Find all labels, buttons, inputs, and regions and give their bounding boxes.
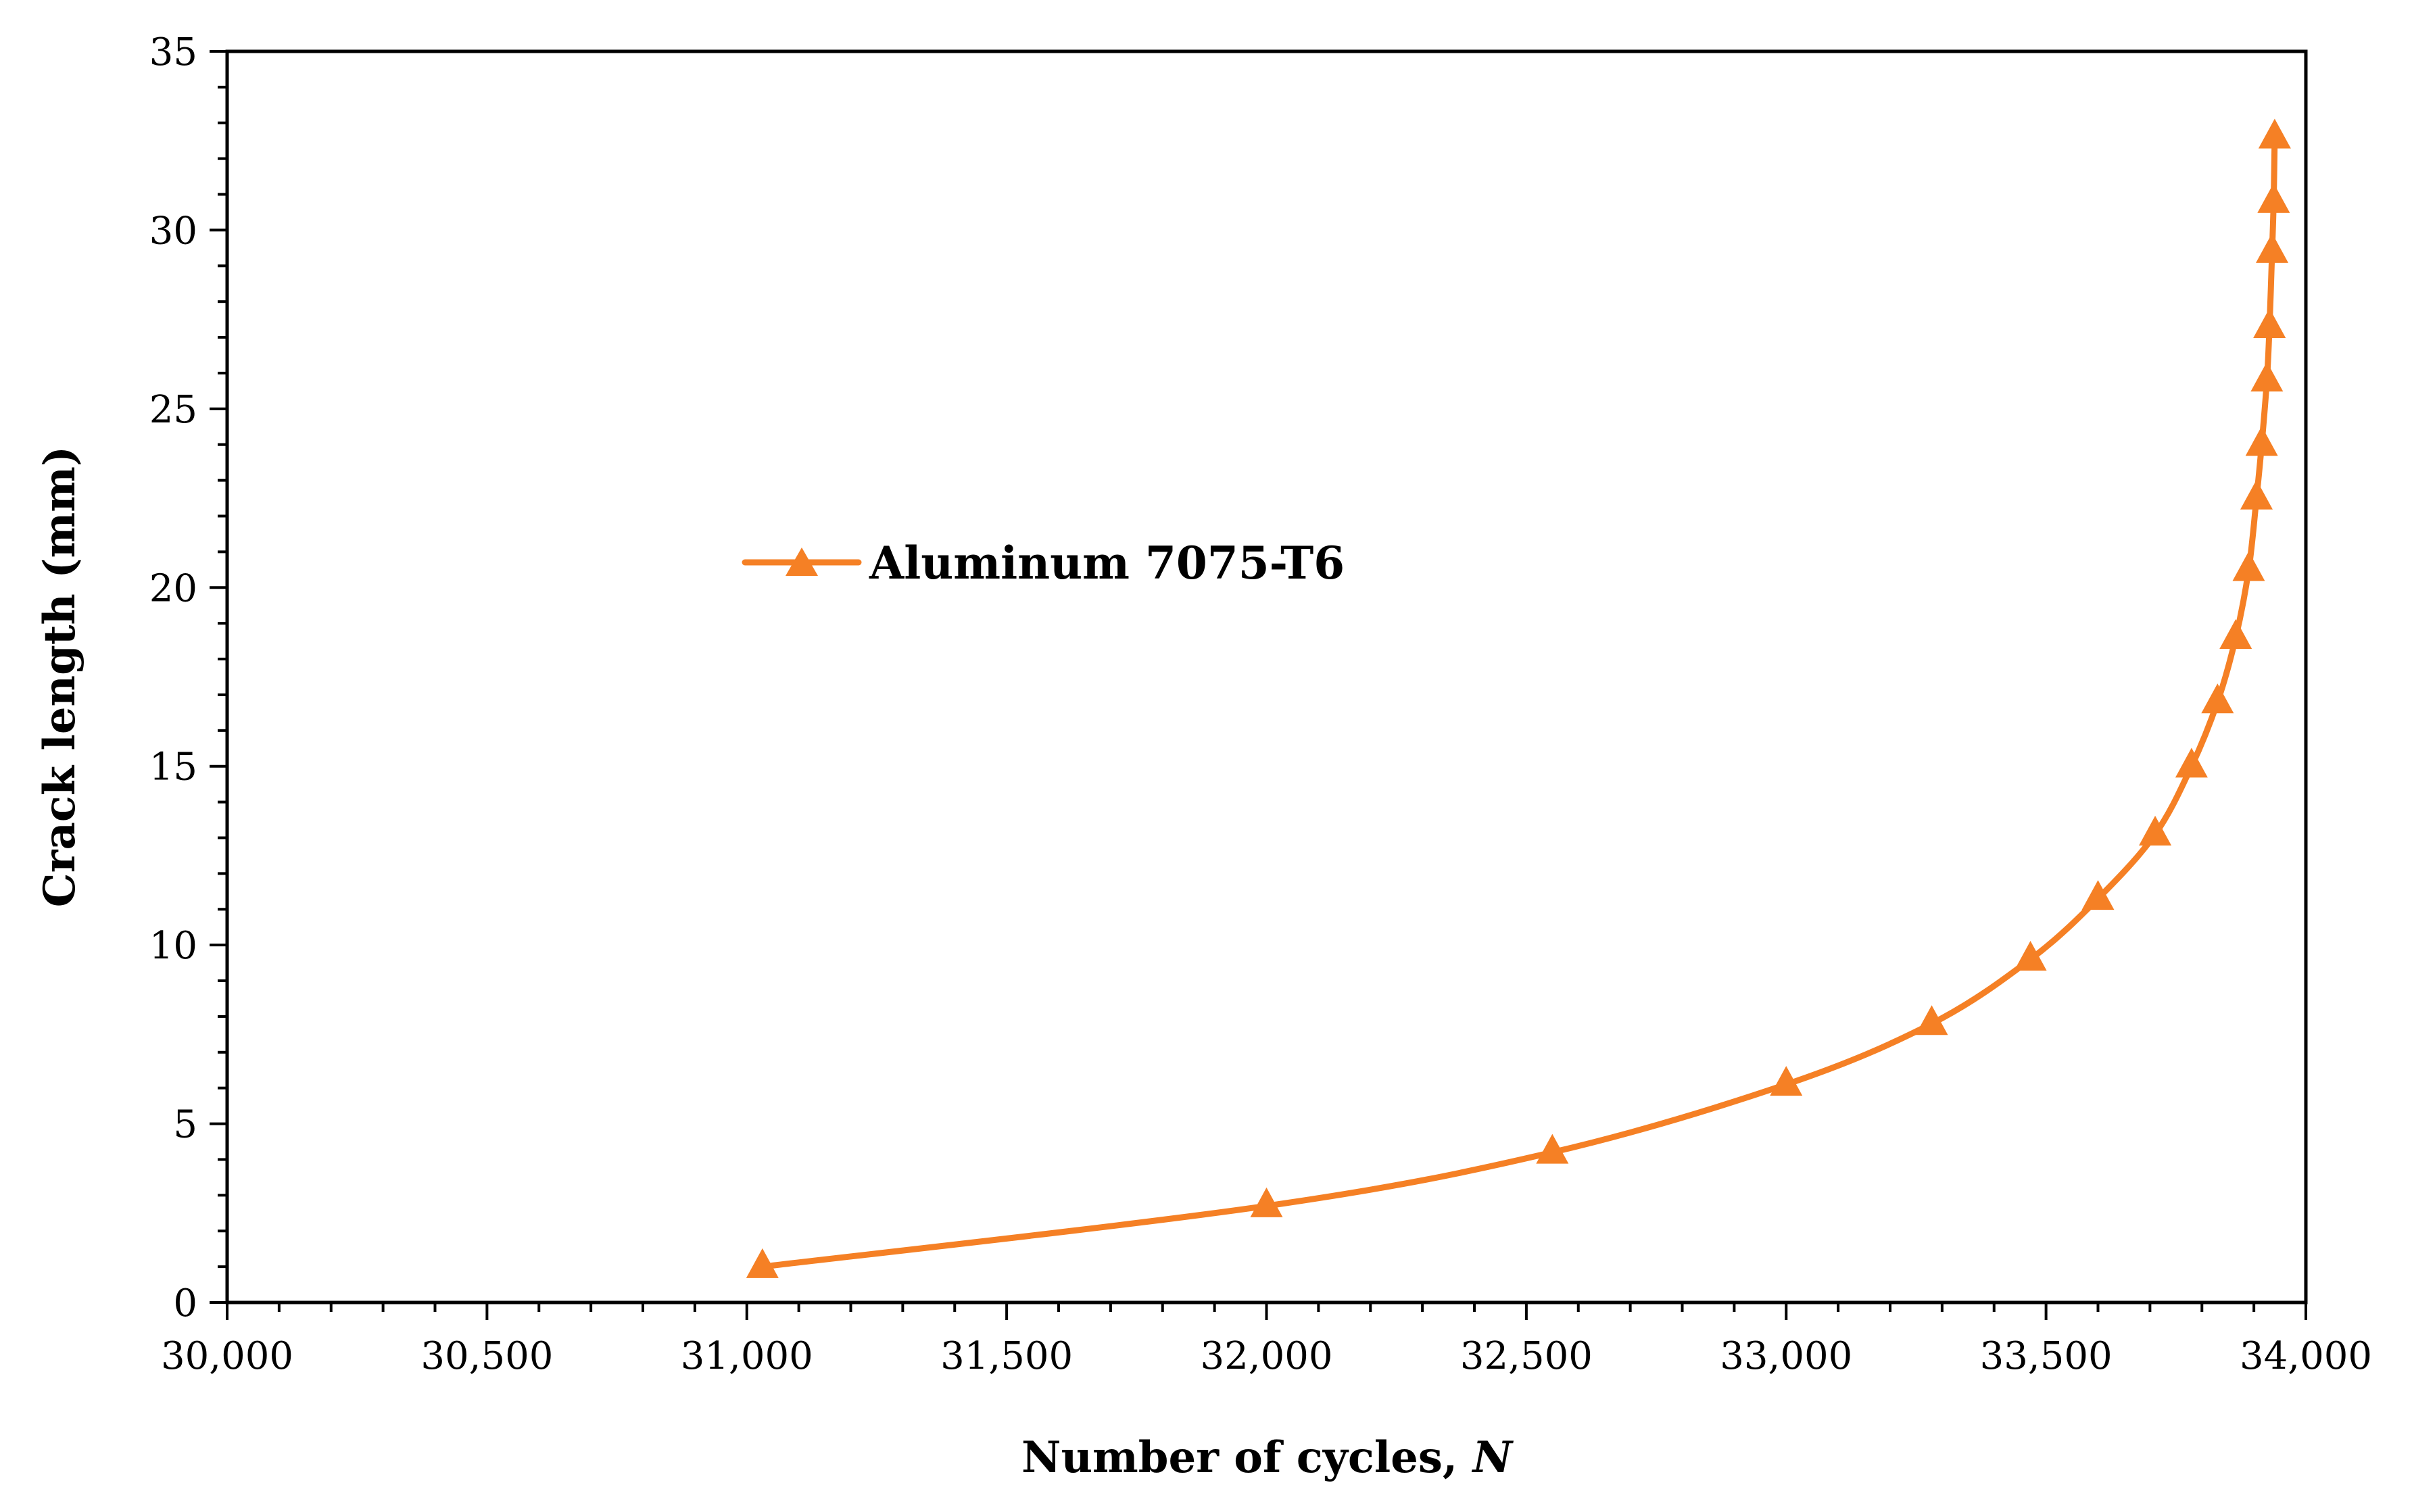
data-point — [2175, 748, 2208, 778]
x-tick-label: 30,500 — [420, 1334, 553, 1378]
x-tick-label: 33,000 — [1720, 1334, 1852, 1378]
data-point — [2081, 880, 2115, 910]
y-tick-label: 30 — [149, 209, 197, 253]
data-point — [2219, 619, 2252, 650]
data-point — [2014, 941, 2047, 971]
data-point — [1770, 1066, 1803, 1096]
series-layer — [746, 118, 2291, 1278]
data-point — [2253, 308, 2286, 338]
y-tick-label: 20 — [149, 566, 197, 610]
data-point — [2139, 815, 2172, 846]
x-axis-title: Number of cycles, N — [1021, 1432, 1514, 1483]
y-tick-label: 35 — [149, 30, 197, 74]
x-tick-label: 34,000 — [2240, 1334, 2372, 1378]
data-point — [2250, 362, 2284, 392]
legend-label: Aluminum 7075-T6 — [869, 537, 1345, 589]
x-axis-ticks — [226, 1302, 2307, 1320]
legend: Aluminum 7075-T6 — [742, 537, 1345, 589]
data-point — [2256, 233, 2289, 263]
x-tick-label: 32,500 — [1460, 1334, 1593, 1378]
plot-frame — [225, 49, 2308, 1304]
data-point — [1536, 1133, 1569, 1164]
data-point — [2257, 182, 2290, 213]
x-axis-tick-labels: 30,000 30,500 31,000 31,500 32,000 32,500 33,0… — [161, 1334, 2372, 1378]
data-point — [2245, 426, 2278, 456]
data-point — [2201, 683, 2234, 714]
y-tick-label: 0 — [173, 1282, 197, 1325]
y-axis-ticks — [210, 50, 227, 1304]
data-point — [746, 1248, 779, 1278]
legend-marker — [786, 547, 818, 576]
data-point — [1915, 1005, 1948, 1035]
x-tick-label: 30,000 — [161, 1334, 293, 1378]
x-tick-label: 32,000 — [1201, 1334, 1333, 1378]
y-tick-label: 10 — [149, 924, 197, 968]
y-axis-tick-labels: 0 5 10 15 20 25 30 35 — [149, 30, 197, 1325]
x-tick-label: 31,000 — [681, 1334, 813, 1378]
x-tick-label: 31,500 — [940, 1334, 1073, 1378]
y-tick-label: 25 — [149, 388, 197, 432]
data-point — [2258, 118, 2291, 149]
x-tick-label: 33,500 — [1980, 1334, 2113, 1378]
series-line — [759, 134, 2278, 1270]
data-point — [2232, 551, 2265, 581]
y-tick-label: 15 — [149, 746, 197, 789]
data-point — [1250, 1187, 1283, 1217]
data-point — [2240, 479, 2273, 510]
y-tick-label: 5 — [173, 1103, 197, 1147]
y-axis-title: Crack length (mm) — [34, 446, 85, 907]
